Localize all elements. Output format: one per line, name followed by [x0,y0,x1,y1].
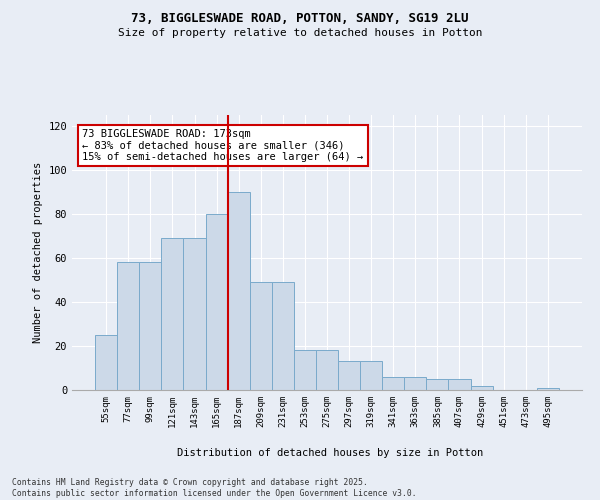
Text: Distribution of detached houses by size in Potton: Distribution of detached houses by size … [177,448,483,458]
Bar [360,362,382,390]
Bar [382,377,404,390]
Text: 73, BIGGLESWADE ROAD, POTTON, SANDY, SG19 2LU: 73, BIGGLESWADE ROAD, POTTON, SANDY, SG1… [131,12,469,26]
Bar [117,262,139,390]
Bar [448,379,470,390]
Text: Size of property relative to detached houses in Potton: Size of property relative to detached ho… [118,28,482,38]
Bar [338,362,360,390]
Bar [95,335,117,390]
Bar [227,192,250,390]
Text: Contains HM Land Registry data © Crown copyright and database right 2025.
Contai: Contains HM Land Registry data © Crown c… [12,478,416,498]
Text: 73 BIGGLESWADE ROAD: 173sqm
← 83% of detached houses are smaller (346)
15% of se: 73 BIGGLESWADE ROAD: 173sqm ← 83% of det… [82,128,364,162]
Bar [294,350,316,390]
Bar [272,282,294,390]
Bar [427,379,448,390]
Bar [537,388,559,390]
Y-axis label: Number of detached properties: Number of detached properties [33,162,43,343]
Bar [404,377,427,390]
Bar [139,262,161,390]
Bar [184,238,206,390]
Bar [161,238,184,390]
Bar [316,350,338,390]
Bar [250,282,272,390]
Bar [470,386,493,390]
Bar [206,214,227,390]
